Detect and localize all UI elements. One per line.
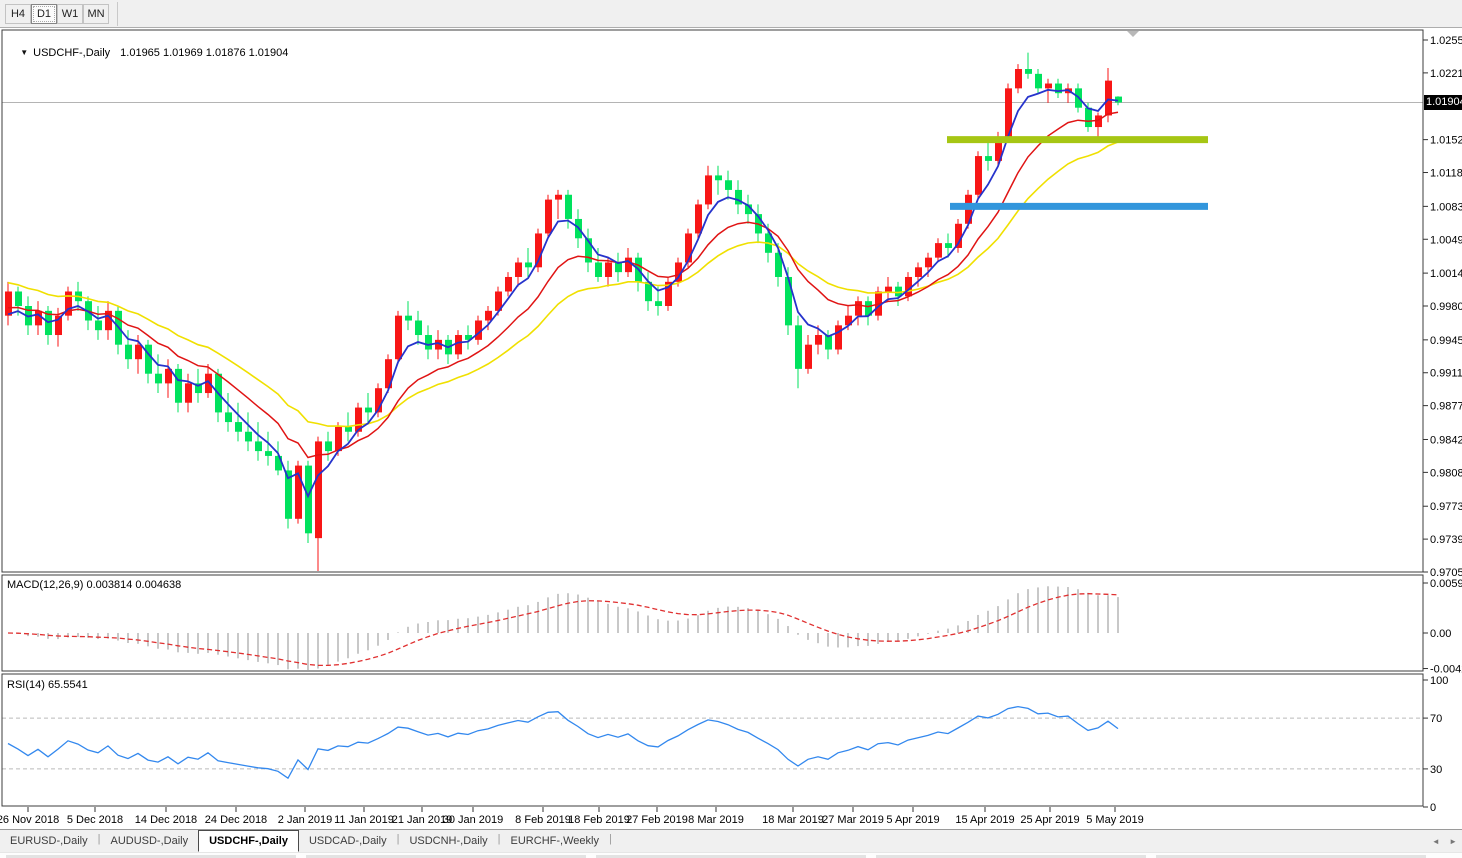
svg-text:5 May 2019: 5 May 2019 [1086, 814, 1143, 826]
svg-text:8 Mar 2019: 8 Mar 2019 [688, 814, 744, 826]
svg-text:26 Nov 2018: 26 Nov 2018 [0, 814, 59, 826]
svg-text:11 Jan 2019: 11 Jan 2019 [334, 814, 394, 826]
svg-text:0.00597: 0.00597 [1430, 578, 1462, 590]
svg-text:24 Dec 2018: 24 Dec 2018 [205, 814, 267, 826]
price-axis[interactable]: 1.02550 1.02210 1.01520 1.01180 1.00830 1.004… [1423, 35, 1462, 579]
tab-separator: | [608, 833, 612, 845]
chart-symbol-label: USDCHF-,Daily [33, 47, 111, 59]
tabs-scroll-left-button[interactable]: ◄ [1431, 837, 1440, 846]
bottom-edge-strip [0, 852, 1462, 858]
svg-text:21 Jan 2019: 21 Jan 2019 [392, 814, 453, 826]
svg-text:15 Apr 2019: 15 Apr 2019 [955, 814, 1014, 826]
rsi-indicator-label: RSI(14) 65.5541 [7, 679, 88, 691]
price-pane[interactable] [1, 29, 1424, 573]
resistance-band[interactable] [947, 136, 1208, 144]
tab-eurusd-daily[interactable]: EURUSD-,Daily [10, 835, 88, 847]
tab-separator: | [396, 833, 400, 845]
fast-ma [7, 88, 1119, 499]
timeframe-button-h4[interactable]: H4 [5, 4, 31, 24]
timeframe-button-w1[interactable]: W1 [57, 4, 83, 24]
svg-text:-0.004243: -0.004243 [1430, 664, 1462, 676]
macd-indicator-label: MACD(12,26,9) 0.003814 0.004638 [7, 579, 182, 591]
tab-usdchf-daily[interactable]: USDCHF-,Daily [198, 830, 299, 852]
toolbar-divider [117, 2, 118, 26]
svg-text:70: 70 [1430, 713, 1442, 725]
current-bar-marker-icon [1127, 31, 1139, 37]
chart-canvas[interactable]: 1.02550 1.02210 1.01520 1.01180 1.00830 1.004… [0, 28, 1462, 829]
svg-text:1.01520: 1.01520 [1430, 135, 1462, 147]
time-axis[interactable]: 26 Nov 2018 5 Dec 2018 14 Dec 2018 24 Dec 2… [0, 807, 1144, 826]
svg-text:5 Apr 2019: 5 Apr 2019 [886, 814, 939, 826]
svg-text:0.00: 0.00 [1430, 628, 1451, 640]
svg-text:0: 0 [1430, 802, 1436, 814]
svg-text:100: 100 [1430, 675, 1448, 687]
current-price-tag: 1.01904 [1424, 95, 1462, 110]
mid-ma [7, 111, 1119, 459]
svg-text:18 Feb 2019: 18 Feb 2019 [568, 814, 630, 826]
svg-text:25 Apr 2019: 25 Apr 2019 [1020, 814, 1079, 826]
tab-usdcad-daily[interactable]: USDCAD-,Daily [308, 835, 387, 847]
macd-axis[interactable]: 0.00597 0.00 -0.004243 [1423, 578, 1462, 676]
slow-ma [7, 141, 1119, 428]
candles [5, 52, 1122, 572]
svg-text:1.02550: 1.02550 [1430, 35, 1462, 47]
tab-usdcnh-daily[interactable]: USDCNH-,Daily [409, 835, 488, 847]
chart-title: ▼ USDCHF-,Daily 1.01965 1.01969 1.01876 1.… [8, 35, 288, 71]
timeframe-toolbar: H4 D1 W1 MN [0, 0, 1462, 28]
tab-audusd-daily[interactable]: AUDUSD-,Daily [110, 835, 189, 847]
svg-text:1.02210: 1.02210 [1430, 68, 1462, 80]
svg-text:5 Dec 2018: 5 Dec 2018 [67, 814, 123, 826]
svg-text:8 Feb 2019: 8 Feb 2019 [515, 814, 571, 826]
support-band[interactable] [950, 202, 1208, 210]
symbol-dropdown-icon[interactable]: ▼ [20, 48, 29, 57]
chart-surface[interactable]: 1.02550 1.02210 1.01520 1.01180 1.00830 1.004… [0, 28, 1462, 829]
timeframe-button-d1[interactable]: D1 [31, 4, 57, 24]
timeframe-button-mn[interactable]: MN [83, 4, 109, 24]
macd-signal-line [7, 593, 1119, 667]
svg-text:30: 30 [1430, 764, 1442, 776]
tab-eurchf-weekly[interactable]: EURCHF-,Weekly [510, 835, 599, 847]
chart-tabbar: EURUSD-,Daily | AUDUSD-,Daily USDCHF-,Daily… [0, 829, 1462, 852]
svg-text:18 Mar 2019: 18 Mar 2019 [762, 814, 824, 826]
rsi-pane[interactable] [1, 673, 1424, 807]
svg-text:1.00830: 1.00830 [1430, 201, 1462, 213]
svg-text:30 Jan 2019: 30 Jan 2019 [443, 814, 504, 826]
rsi-axis[interactable]: 100 70 30 0 [1423, 675, 1448, 814]
svg-text:1.01180: 1.01180 [1430, 168, 1462, 180]
tabs-scroll-right-button[interactable]: ► [1449, 837, 1457, 846]
svg-text:27 Feb 2019: 27 Feb 2019 [626, 814, 688, 826]
chart-ohlc-values: 1.01965 1.01969 1.01876 1.01904 [120, 47, 289, 59]
svg-text:2 Jan 2019: 2 Jan 2019 [278, 814, 332, 826]
svg-text:27 Mar 2019: 27 Mar 2019 [822, 814, 884, 826]
svg-text:14 Dec 2018: 14 Dec 2018 [135, 814, 197, 826]
tab-separator: | [97, 833, 101, 845]
svg-text:1.00490: 1.00490 [1430, 234, 1462, 246]
tab-separator: | [497, 833, 501, 845]
macd-pane[interactable] [1, 574, 1424, 672]
rsi-line [7, 705, 1119, 780]
